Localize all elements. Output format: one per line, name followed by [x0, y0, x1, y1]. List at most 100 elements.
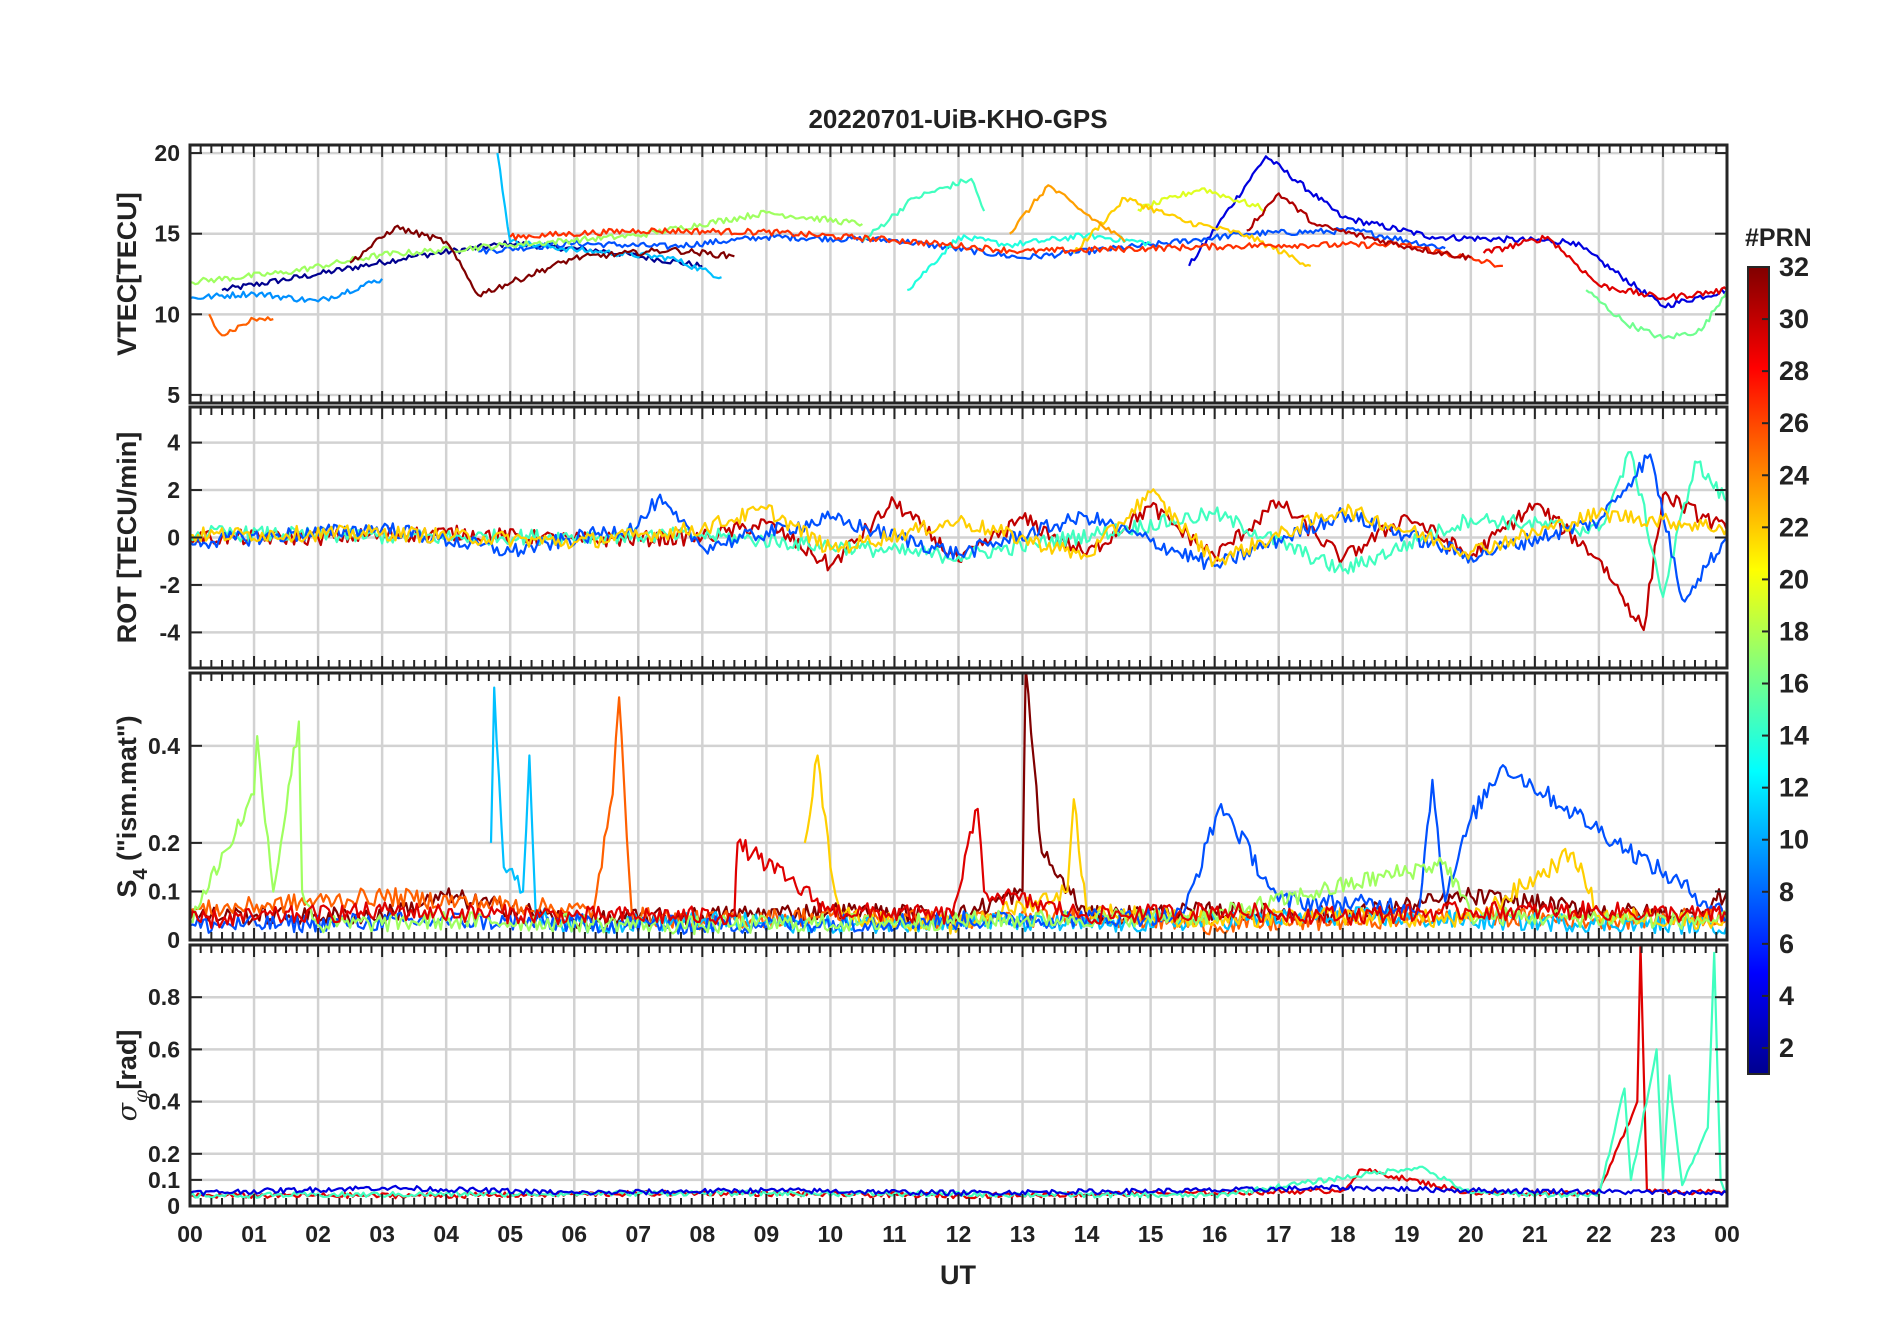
y-tick-label: 0.8 — [148, 984, 180, 1010]
colorbar-bar — [1747, 266, 1770, 1075]
x-tick-label: 15 — [1138, 1221, 1164, 1247]
axes-frame-vtec — [188, 143, 1729, 405]
x-tick-label: 01 — [241, 1221, 267, 1247]
colorbar-tick-label: 22 — [1779, 512, 1809, 542]
colorbar-tick-label: 18 — [1779, 616, 1809, 646]
panel-sigma_phi: 00.10.20.40.60.8σφ[rad]00 01 02 03 04 05 06 07 0… — [112, 943, 1740, 1247]
x-tick-label: 20 — [1458, 1221, 1484, 1247]
axes-frame-sigma_phi — [188, 943, 1729, 1208]
colorbar-tick-label: 24 — [1779, 460, 1809, 490]
y-tick-label: 0.1 — [148, 1167, 180, 1193]
colorbar-tick-label: 32 — [1779, 252, 1809, 282]
y-tick-label: -4 — [160, 619, 181, 645]
y-tick-label: 0 — [167, 525, 180, 551]
x-tick-label: 07 — [625, 1221, 651, 1247]
series-line-prn-26 — [190, 807, 1727, 929]
y-tick-label: 0.4 — [148, 1089, 180, 1115]
y-axis-label-sigma_phi: σφ[rad] — [112, 1030, 152, 1122]
series-line-prn-15 — [1585, 289, 1727, 340]
series-line-prn-09 — [496, 152, 722, 280]
panel-rot: -4 -2 0 2 4 ROT [TECU/min] — [112, 405, 1729, 670]
axes-frame-rot — [188, 405, 1729, 670]
colorbar-tick-label: 28 — [1779, 356, 1809, 386]
y-axis-label-vtec: VTEC[TECU] — [112, 192, 142, 356]
x-tick-label: 14 — [1074, 1221, 1100, 1247]
y-tick-label: 2 — [167, 477, 180, 503]
x-tick-label: 08 — [690, 1221, 716, 1247]
x-tick-label: 09 — [754, 1221, 780, 1247]
series-line-prn-32 — [349, 224, 735, 298]
colorbar-tick-label: 14 — [1779, 721, 1809, 751]
series-line-prn-25 — [208, 313, 274, 337]
x-tick-label: 22 — [1586, 1221, 1612, 1247]
series-line-prn-05 — [478, 227, 1446, 260]
ticks-sigma_phi: 00.10.2 0.4 0.6 0.8 — [148, 945, 1728, 1219]
y-tick-label: 0.2 — [148, 830, 180, 856]
series-line-prn-03 — [1188, 155, 1727, 309]
x-tick-label: 19 — [1394, 1221, 1420, 1247]
y-axis-label-rot: ROT [TECU/min] — [112, 432, 142, 643]
colorbar-title: #PRN — [1745, 224, 1812, 252]
colorbar-tick-label: 26 — [1779, 408, 1809, 438]
colorbar-tick-label: 4 — [1779, 981, 1794, 1011]
series-line-prn-29 — [1482, 234, 1727, 301]
x-tick-label: 03 — [369, 1221, 395, 1247]
series-line-prn-05 — [190, 453, 1727, 603]
x-tick-label: 00 — [177, 1221, 203, 1247]
colorbar-tick-label: 2 — [1779, 1033, 1794, 1063]
x-tick-label: 06 — [561, 1221, 587, 1247]
colorbar-tick-label: 30 — [1779, 304, 1809, 334]
x-tick-label: 17 — [1266, 1221, 1292, 1247]
x-tick-label: 13 — [1010, 1221, 1036, 1247]
series-line-prn-27 — [509, 227, 1503, 268]
series-line-prn-20 — [803, 754, 1727, 935]
series-line-prn-23 — [1009, 184, 1126, 243]
colorbar-tick-label: 10 — [1779, 825, 1809, 855]
colorbar-tick-label: 20 — [1779, 564, 1809, 594]
y-tick-label: 0.6 — [148, 1036, 180, 1062]
series-line-prn-10 — [489, 686, 1727, 936]
series-line-prn-07 — [190, 278, 383, 303]
y-axis-label-s4: S4 ("ism.mat") — [112, 715, 152, 897]
colorbar-tick-label: 12 — [1779, 773, 1809, 803]
series-rot — [190, 451, 1727, 632]
series-line-prn-21 — [190, 488, 1727, 568]
x-tick-label: 23 — [1650, 1221, 1676, 1247]
y-tick-label: 0.1 — [148, 878, 180, 904]
x-axis-label: UT — [940, 1260, 976, 1290]
series-vtec — [190, 152, 1727, 340]
y-tick-label: 5 — [167, 382, 180, 408]
chart-title: 20220701-UiB-KHO-GPS — [808, 104, 1107, 134]
axes-frame-s4 — [188, 671, 1729, 942]
y-tick-label: 0.2 — [148, 1141, 180, 1167]
series-s4 — [190, 673, 1727, 936]
series-line-prn-14 — [190, 951, 1727, 1199]
y-tick-label: 15 — [154, 221, 180, 247]
x-tick-label: 04 — [433, 1221, 459, 1247]
x-tick-label: 02 — [305, 1221, 331, 1247]
x-tick-label: 21 — [1522, 1221, 1548, 1247]
x-tick-label: 10 — [818, 1221, 844, 1247]
y-tick-label: -2 — [160, 572, 180, 598]
y-tick-label: 0.4 — [148, 733, 180, 759]
y-tick-label: 0 — [167, 1193, 180, 1219]
colorbar-tick-label: 6 — [1779, 929, 1794, 959]
x-tick-label: 05 — [497, 1221, 523, 1247]
ticks-rot: -4 -2 0 2 4 — [160, 407, 1728, 668]
colorbar-tick-label: 16 — [1779, 669, 1809, 699]
y-tick-label: 4 — [167, 430, 180, 456]
x-tick-label: 00 — [1714, 1221, 1740, 1247]
colorbar-tick-label: 8 — [1779, 877, 1794, 907]
x-tick-label: 16 — [1202, 1221, 1228, 1247]
series-line-prn-19 — [1137, 187, 1267, 213]
series-line-prn-13 — [861, 177, 986, 243]
x-tick-label: 18 — [1330, 1221, 1356, 1247]
ticks-vtec: 5 10 15 20 — [154, 140, 1728, 408]
y-tick-label: 10 — [154, 301, 180, 327]
series-line-prn-04 — [190, 1184, 1727, 1197]
series-line-prn-17 — [190, 209, 863, 286]
grid-sigma_phi — [188, 945, 1729, 1208]
